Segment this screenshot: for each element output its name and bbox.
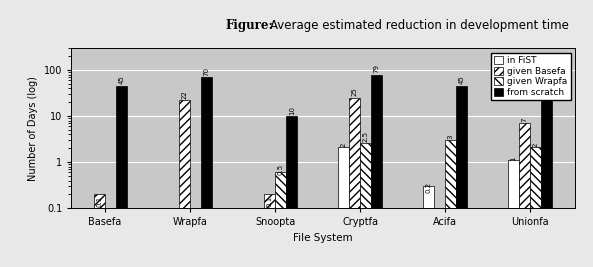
Bar [94, 194, 105, 208]
Bar [541, 82, 552, 208]
Text: 0.1: 0.1 [97, 195, 103, 207]
Text: 45: 45 [119, 76, 125, 84]
Bar [508, 160, 519, 208]
Bar [338, 147, 349, 208]
Text: 2: 2 [340, 142, 346, 147]
Bar [179, 100, 190, 208]
Text: 79: 79 [374, 64, 380, 73]
Text: Figure:: Figure: [225, 19, 273, 32]
Y-axis label: Number of Days (log): Number of Days (log) [28, 76, 38, 180]
Bar [371, 75, 382, 208]
Text: 0.2: 0.2 [426, 182, 432, 193]
Text: 22: 22 [181, 90, 187, 99]
Bar [275, 172, 286, 208]
Bar [423, 186, 434, 208]
Bar [349, 98, 360, 208]
Bar [445, 140, 456, 208]
Bar [519, 123, 530, 208]
Text: 45: 45 [459, 76, 465, 84]
Legend: in FiST, given Basefa, given Wrapfa, from scratch: in FiST, given Basefa, given Wrapfa, fro… [490, 53, 570, 100]
Bar [360, 143, 371, 208]
Text: 0.1: 0.1 [267, 195, 273, 207]
Bar [456, 86, 467, 208]
Text: 10: 10 [289, 105, 295, 115]
X-axis label: File System: File System [294, 233, 353, 243]
Text: Average estimated reduction in development time: Average estimated reduction in developme… [270, 19, 569, 32]
Text: 2: 2 [533, 142, 538, 147]
Bar [116, 86, 127, 208]
Text: 1: 1 [511, 156, 517, 161]
Bar [201, 77, 212, 208]
Bar [264, 194, 275, 208]
Bar [530, 147, 541, 208]
Text: 2.5: 2.5 [363, 131, 369, 142]
Text: 70: 70 [204, 67, 210, 76]
Text: 25: 25 [352, 88, 358, 96]
Text: 3: 3 [448, 134, 454, 139]
Bar [286, 116, 297, 208]
Text: 0.5: 0.5 [278, 163, 283, 175]
Text: 7: 7 [522, 117, 528, 122]
Text: 55: 55 [544, 72, 550, 80]
